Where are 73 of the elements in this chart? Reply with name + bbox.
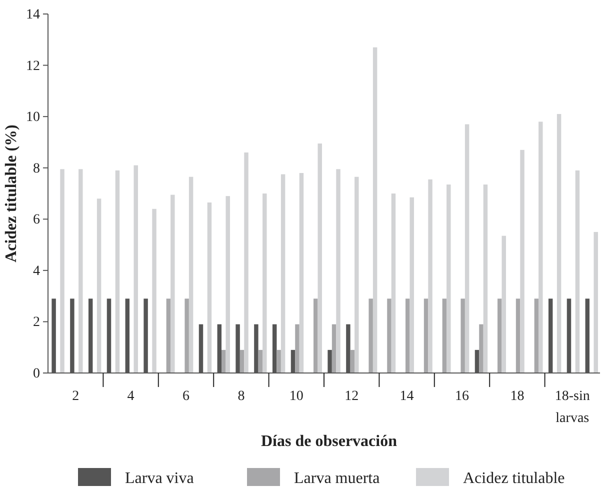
bar [170, 194, 175, 373]
y-tick-label: 14 [26, 7, 40, 22]
x-tick-label: 6 [182, 389, 190, 404]
bar [336, 169, 340, 373]
x-tick-label: 14 [400, 389, 414, 404]
bar [387, 298, 392, 373]
bar [240, 350, 244, 373]
bar [410, 197, 414, 373]
bar [226, 196, 230, 373]
bar [295, 324, 300, 373]
legend-label: Acidez titulable [463, 470, 565, 487]
bar [222, 350, 226, 373]
bar [372, 47, 378, 373]
bar [60, 169, 64, 373]
x-tick-label: 8 [238, 389, 245, 404]
x-tick-label: 18-sin larvas [554, 389, 590, 426]
y-tick-label: 8 [33, 161, 40, 176]
bar [299, 172, 304, 373]
bar [464, 124, 470, 373]
x-tick-label: 10 [289, 389, 304, 404]
bar [188, 176, 194, 373]
bar [368, 298, 373, 373]
bar [166, 298, 171, 373]
y-tick-label: 6 [33, 212, 40, 228]
bar [538, 122, 543, 373]
bar [575, 170, 580, 373]
bar [406, 298, 410, 373]
bar [280, 174, 286, 373]
bar [115, 170, 120, 373]
bar [318, 143, 322, 373]
bar [258, 350, 263, 373]
bar [152, 208, 156, 373]
bar [332, 324, 336, 373]
bar [442, 298, 447, 373]
bar [207, 202, 212, 373]
bar [479, 324, 484, 373]
y-tick-label: 0 [33, 366, 40, 382]
y-axis-title: Acidez titulable (%) [3, 124, 20, 262]
bar [460, 298, 465, 373]
bar [78, 169, 83, 373]
bar [134, 165, 138, 373]
x-tick-label: 12 [344, 389, 359, 404]
bar [244, 152, 248, 373]
legend-label: Larva viva [125, 470, 194, 487]
bar [262, 194, 267, 373]
y-tick-label: 10 [26, 110, 40, 126]
bar [483, 184, 488, 373]
bar [424, 298, 428, 373]
bar [556, 114, 562, 373]
legend-label: Larva muerta [294, 470, 380, 487]
x-tick-label: 16 [455, 389, 469, 404]
bar [516, 298, 520, 373]
bar [350, 350, 355, 373]
bar [391, 194, 396, 373]
bar [498, 298, 502, 373]
y-tick-label: 2 [33, 315, 40, 330]
bar [184, 298, 189, 373]
bar [428, 179, 432, 373]
bar [276, 350, 281, 373]
x-axis-title: Días de observación [261, 433, 398, 450]
bar [520, 150, 524, 373]
x-tick-label: 2 [72, 389, 80, 404]
bar [502, 236, 506, 373]
bar [96, 198, 102, 373]
bar [446, 184, 451, 373]
bar [594, 232, 598, 373]
bar [354, 176, 359, 373]
x-tick-label: 4 [127, 389, 134, 404]
x-tick-label: 18 [510, 389, 524, 404]
bar [314, 298, 318, 373]
y-tick-label: 4 [33, 264, 40, 279]
bar [534, 298, 539, 373]
y-tick-label: 12 [26, 58, 40, 74]
